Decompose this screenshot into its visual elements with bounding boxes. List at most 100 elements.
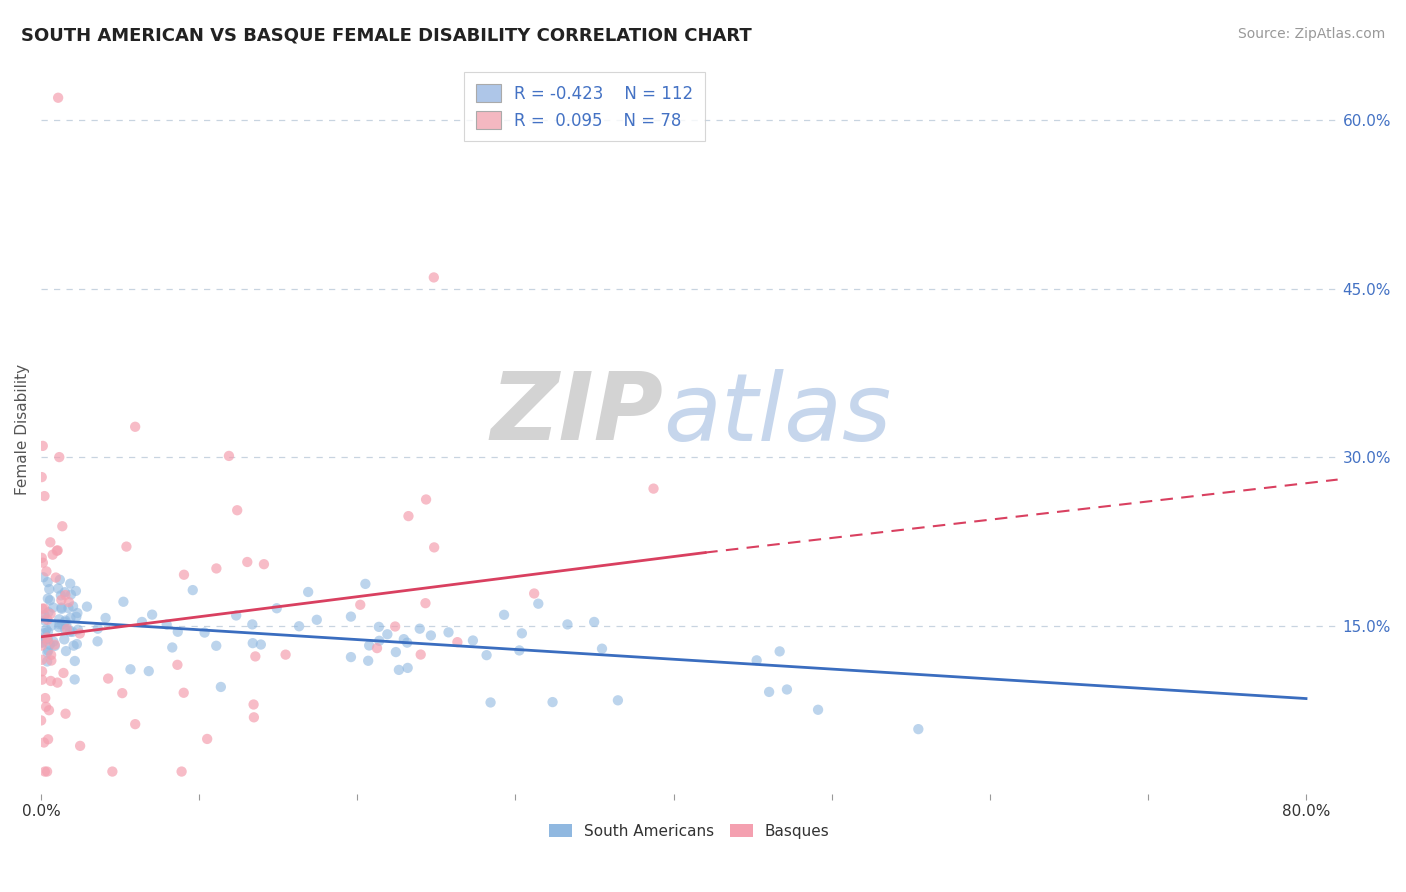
Point [58, 601, 80, 615]
Point [31, 470, 53, 484]
Point [31, 550, 53, 565]
Point [349, 598, 371, 612]
Point [44, 638, 66, 652]
Point [56, 622, 79, 636]
Point [415, 492, 437, 507]
Y-axis label: Female Disability: Female Disability [15, 363, 30, 494]
Point [494, 607, 516, 622]
Point [34, 613, 56, 627]
Text: atlas: atlas [664, 369, 891, 460]
Point [226, 503, 249, 517]
Point [87, 622, 110, 636]
Point [45, 543, 67, 558]
Point [41, 654, 63, 668]
Point [479, 696, 502, 710]
Point [38, 582, 60, 596]
Point [368, 633, 391, 648]
Text: Source: ZipAtlas.com: Source: ZipAtlas.com [1237, 27, 1385, 41]
Point [205, 561, 228, 575]
Point [39, 593, 62, 607]
Point [35, 631, 58, 645]
Point [35, 565, 58, 579]
Point [35, 699, 58, 714]
Point [907, 722, 929, 736]
Point [46, 91, 69, 105]
Point [34, 607, 56, 622]
Point [173, 567, 195, 582]
Point [39, 607, 62, 621]
Text: ZIP: ZIP [491, 368, 664, 460]
Point [39, 648, 62, 662]
Point [86, 634, 108, 648]
Point [37, 624, 59, 639]
Point [591, 641, 613, 656]
Point [446, 635, 468, 649]
Point [423, 270, 446, 285]
Point [34, 489, 56, 503]
Point [35, 623, 58, 637]
Point [37, 633, 59, 648]
Point [245, 649, 267, 664]
Point [758, 685, 780, 699]
Point [266, 601, 288, 615]
Point [398, 509, 420, 524]
Point [166, 657, 188, 672]
Point [69, 739, 91, 753]
Point [101, 764, 124, 779]
Point [97, 672, 120, 686]
Point [48, 450, 70, 464]
Point [288, 619, 311, 633]
Point [475, 648, 498, 662]
Point [59, 576, 82, 591]
Point [46, 543, 69, 558]
Point [32, 735, 55, 749]
Point [34, 691, 56, 706]
Point [53, 623, 76, 637]
Point [396, 635, 419, 649]
Point [44, 639, 66, 653]
Point [53, 585, 76, 599]
Point [52, 665, 75, 680]
Point [141, 607, 163, 622]
Point [42, 634, 65, 648]
Point [115, 540, 138, 554]
Point [124, 419, 146, 434]
Point [45, 570, 67, 584]
Point [305, 613, 328, 627]
Point [354, 577, 377, 591]
Point [38, 638, 60, 652]
Point [218, 449, 240, 463]
Point [253, 558, 276, 572]
Point [48, 612, 70, 626]
Point [236, 555, 259, 569]
Point [523, 586, 546, 600]
Point [31, 601, 53, 615]
Point [41, 618, 63, 632]
Point [250, 638, 273, 652]
Point [396, 661, 419, 675]
Point [46, 582, 69, 596]
Point [31, 556, 53, 570]
Point [34, 764, 56, 779]
Text: SOUTH AMERICAN VS BASQUE FEMALE DISABILITY CORRELATION CHART: SOUTH AMERICAN VS BASQUE FEMALE DISABILI… [21, 27, 752, 45]
Point [51, 602, 73, 616]
Point [51, 600, 73, 615]
Point [131, 615, 153, 629]
Point [357, 654, 380, 668]
Point [65, 610, 87, 624]
Point [63, 654, 86, 668]
Point [31, 439, 53, 453]
Point [55, 618, 77, 632]
Point [30, 610, 52, 624]
Point [181, 583, 204, 598]
Point [38, 703, 60, 717]
Point [510, 626, 533, 640]
Point [225, 608, 247, 623]
Point [170, 764, 193, 779]
Point [66, 637, 89, 651]
Point [242, 636, 264, 650]
Point [111, 686, 134, 700]
Point [31, 653, 53, 667]
Point [37, 643, 59, 657]
Point [48, 617, 70, 632]
